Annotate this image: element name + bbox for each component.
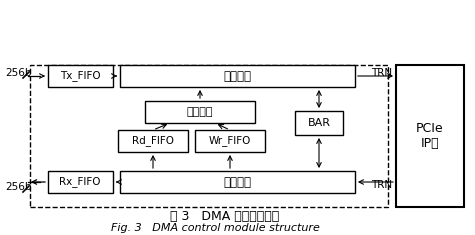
Text: PCIe
IP核: PCIe IP核 [416,122,444,150]
Bar [30,65,388,207]
Text: TRN: TRN [371,68,392,78]
Bar [396,65,464,207]
Text: Rx_FIFO: Rx_FIFO [59,176,101,188]
Text: 256b: 256b [5,182,31,192]
Bar [48,65,113,87]
Text: Rd_FIFO: Rd_FIFO [132,136,174,146]
Bar [118,130,188,152]
Text: 命令解析: 命令解析 [187,107,213,117]
Bar [195,130,265,152]
Text: TRN: TRN [371,180,392,190]
Text: Tx_FIFO: Tx_FIFO [60,70,100,82]
Text: Fig. 3   DMA control module structure: Fig. 3 DMA control module structure [111,223,319,233]
Bar [48,171,113,193]
Text: 接收模块: 接收模块 [223,176,251,188]
Text: 256b: 256b [5,68,31,78]
Bar [145,101,255,123]
Text: 图 3   DMA 控制模块结构: 图 3 DMA 控制模块结构 [171,211,280,223]
Bar [295,111,343,135]
Text: Wr_FIFO: Wr_FIFO [209,136,251,146]
Bar [120,65,355,87]
Bar [120,171,355,193]
Text: 发送模块: 发送模块 [223,70,251,82]
Text: BAR: BAR [307,118,331,128]
